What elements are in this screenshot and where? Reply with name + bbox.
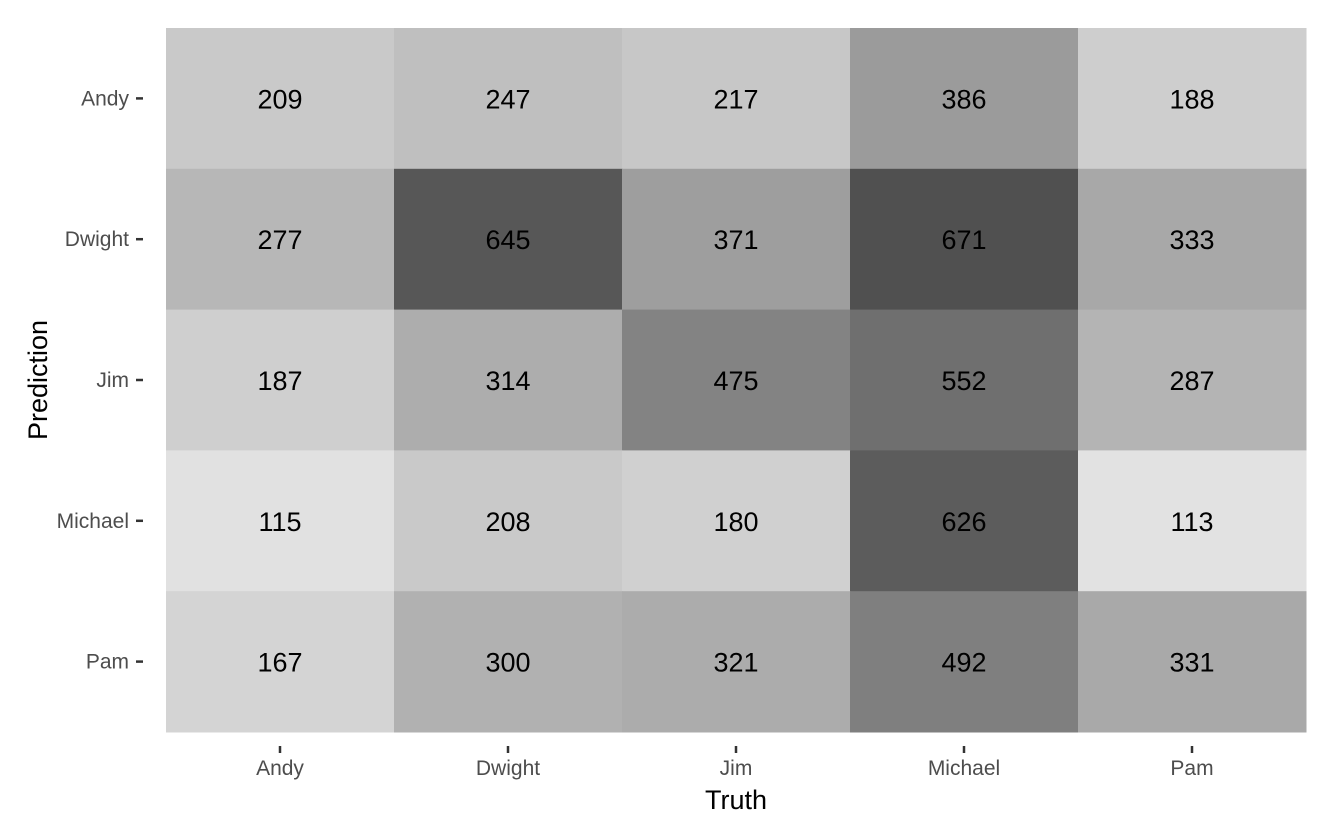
cell-value-label: 180 <box>713 507 758 537</box>
heatmap-cell <box>394 168 623 311</box>
x-axis-title: Truth <box>705 785 767 815</box>
heatmap-cell <box>394 28 623 170</box>
heatmap-cell-labels: 209 247 217 386 188 277 645 371 671 333 187 314 475 5… <box>257 84 1214 677</box>
x-tick-label: Dwight <box>476 757 540 780</box>
cell-value-label: 167 <box>257 648 302 678</box>
heatmap-cell <box>394 450 623 592</box>
cell-value-label: 626 <box>941 507 986 537</box>
heatmap-cell <box>166 591 395 733</box>
heatmap-cell <box>166 309 395 451</box>
heatmap-cell <box>850 450 1079 592</box>
cell-value-label: 645 <box>485 225 530 255</box>
heatmap-cell <box>622 450 851 592</box>
heatmap-cell <box>850 591 1079 733</box>
cell-value-label: 209 <box>257 84 302 114</box>
cell-value-label: 300 <box>485 648 530 678</box>
heatmap-cell <box>1078 28 1307 170</box>
cell-value-label: 277 <box>257 225 302 255</box>
heatmap-cell <box>166 168 395 311</box>
heatmap-cell <box>1078 168 1307 311</box>
cell-value-label: 475 <box>713 366 758 396</box>
cell-value-label: 188 <box>1169 84 1214 114</box>
heatmap-cell <box>1078 309 1307 451</box>
cell-value-label: 492 <box>941 648 986 678</box>
cell-value-label: 333 <box>1169 225 1214 255</box>
cell-value-label: 115 <box>258 507 301 537</box>
heatmap-cell <box>166 450 395 592</box>
heatmap-cell <box>1078 591 1307 733</box>
x-tick-label: Pam <box>1170 757 1213 780</box>
y-axis: Andy Dwight Jim Michael Pam <box>57 87 143 674</box>
cell-value-label: 113 <box>1170 507 1213 537</box>
heatmap-cell <box>850 168 1079 311</box>
x-tick-label: Jim <box>720 757 753 780</box>
heatmap-cell <box>622 168 851 311</box>
heatmap-cell <box>394 591 623 733</box>
heatmap-cell <box>622 591 851 733</box>
x-tick-label: Andy <box>256 757 304 780</box>
y-tick-label: Dwight <box>65 228 129 251</box>
y-axis-title: Prediction <box>23 320 53 440</box>
heatmap-cells <box>166 28 1307 733</box>
heatmap-cell <box>850 28 1079 170</box>
cell-value-label: 321 <box>713 648 758 678</box>
cell-value-label: 217 <box>713 84 758 114</box>
x-axis: Andy Dwight Jim Michael Pam <box>256 746 1214 780</box>
heatmap-cell <box>622 28 851 170</box>
cell-value-label: 314 <box>485 366 530 396</box>
cell-value-label: 208 <box>485 507 530 537</box>
cell-value-label: 671 <box>941 225 986 255</box>
cell-value-label: 287 <box>1169 366 1214 396</box>
y-tick-label: Pam <box>86 651 129 674</box>
cell-value-label: 247 <box>485 84 530 114</box>
y-tick-label: Andy <box>81 87 129 110</box>
heatmap-cell <box>1078 450 1307 592</box>
cell-value-label: 331 <box>1169 648 1214 678</box>
heatmap-cell <box>394 309 623 451</box>
y-tick-label: Michael <box>57 510 129 533</box>
x-tick-label: Michael <box>928 757 1000 780</box>
cell-value-label: 386 <box>941 84 986 114</box>
cell-value-label: 187 <box>257 366 302 396</box>
cell-value-label: 371 <box>713 225 758 255</box>
heatmap-cell <box>166 28 395 170</box>
heatmap-cell <box>622 309 851 451</box>
heatmap-cell <box>850 309 1079 451</box>
cell-value-label: 552 <box>941 366 986 396</box>
y-tick-label: Jim <box>96 369 129 392</box>
